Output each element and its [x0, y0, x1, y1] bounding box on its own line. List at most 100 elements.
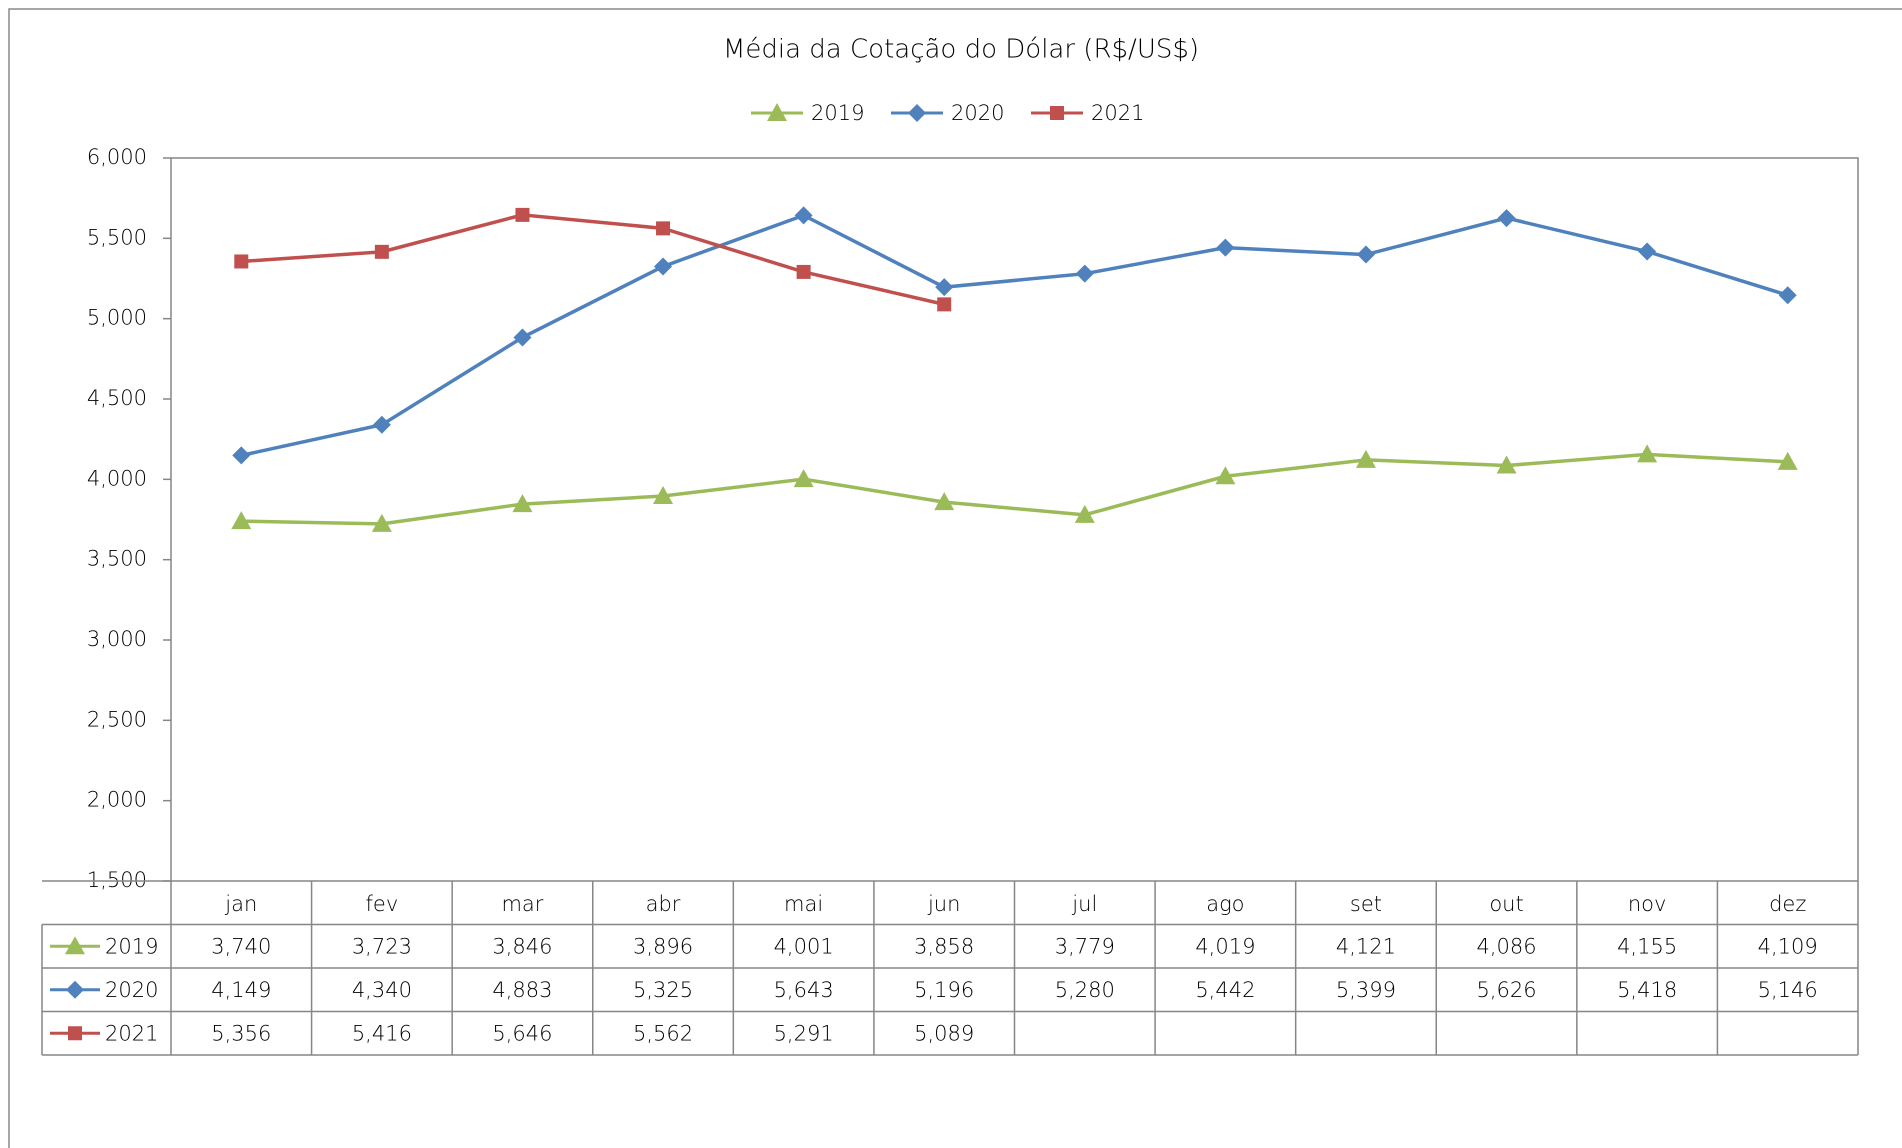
point	[371, 513, 392, 532]
legend-marker	[1050, 106, 1064, 120]
point	[935, 278, 954, 297]
x-tick-label: dez	[1769, 892, 1806, 916]
x-tick-label: set	[1350, 892, 1382, 916]
point	[1637, 444, 1658, 463]
table-value: 5,196	[914, 978, 974, 1002]
point	[1778, 286, 1797, 305]
point	[1777, 451, 1798, 470]
legend-label: 2020	[951, 101, 1004, 125]
point	[231, 511, 252, 530]
legend-marker	[908, 104, 926, 122]
table-row-label: 2021	[105, 1021, 158, 1045]
y-tick-label: 5,000	[87, 306, 147, 330]
table-value: 4,121	[1336, 934, 1396, 958]
table-value: 4,340	[352, 978, 412, 1002]
x-tick-label: jul	[1071, 892, 1097, 916]
x-tick-label: mai	[784, 892, 823, 916]
point	[794, 206, 813, 225]
series-line	[240, 213, 1789, 458]
table-value: 5,416	[352, 1021, 412, 1045]
table-value: 4,155	[1617, 934, 1677, 958]
point	[1356, 245, 1375, 264]
y-tick-label: 3,500	[87, 547, 147, 571]
point	[513, 328, 532, 347]
table-value: 5,325	[633, 978, 693, 1002]
table-value: 5,418	[1617, 978, 1677, 1002]
table-value: 5,291	[774, 1021, 834, 1045]
point	[653, 486, 674, 505]
point	[937, 297, 952, 312]
table-row-label: 2019	[105, 934, 158, 958]
legend-label: 2021	[1091, 101, 1144, 125]
table-row-label: 2020	[105, 978, 158, 1002]
point	[372, 415, 391, 434]
point	[654, 257, 673, 276]
y-tick-label: 2,500	[87, 707, 147, 731]
x-tick-label: fev	[366, 892, 399, 916]
point	[1075, 264, 1094, 283]
y-tick-label: 2,000	[87, 788, 147, 812]
table-value: 5,562	[633, 1021, 693, 1045]
table-value: 3,896	[633, 934, 693, 958]
table-key-marker	[66, 980, 84, 999]
table-value: 5,146	[1758, 978, 1818, 1002]
point	[1497, 209, 1516, 228]
table-value: 5,280	[1055, 978, 1115, 1002]
y-tick-label: 4,000	[87, 466, 147, 490]
point	[1355, 449, 1376, 468]
point	[234, 254, 249, 269]
table-value: 4,086	[1476, 934, 1536, 958]
table-value: 5,089	[914, 1021, 974, 1045]
table-value: 3,740	[211, 934, 271, 958]
point	[512, 494, 533, 513]
point	[1638, 242, 1657, 261]
table-value: 3,779	[1055, 934, 1115, 958]
point	[793, 469, 814, 488]
table-value: 5,646	[492, 1021, 552, 1045]
table-value: 4,019	[1195, 934, 1255, 958]
table-value: 3,846	[492, 934, 552, 958]
y-tick-label: 5,500	[87, 225, 147, 249]
table-value: 3,858	[914, 934, 974, 958]
table-value: 5,399	[1336, 978, 1396, 1002]
point	[232, 446, 251, 465]
table-value: 5,643	[774, 978, 834, 1002]
x-tick-label: mar	[501, 892, 543, 916]
chart-frame	[8, 8, 1902, 1148]
point	[796, 264, 811, 279]
point	[656, 221, 671, 236]
y-tick-label: 6,000	[87, 145, 147, 169]
table-value: 4,149	[211, 978, 271, 1002]
y-tick-label: 4,500	[87, 386, 147, 410]
point	[515, 207, 530, 222]
point	[1496, 455, 1517, 474]
x-tick-label: jun	[927, 892, 960, 916]
chart-title: Média da Cotação do Dólar (R$/US$)	[723, 35, 1199, 65]
point	[374, 244, 389, 259]
point	[934, 492, 955, 511]
y-tick-label: 3,000	[87, 627, 147, 651]
x-tick-label: jan	[224, 892, 257, 916]
series-line	[241, 452, 1788, 526]
legend-label: 2019	[811, 101, 864, 125]
point	[1215, 466, 1236, 485]
x-tick-label: ago	[1206, 892, 1244, 916]
table-key-marker	[65, 936, 85, 955]
table-value: 4,001	[774, 934, 834, 958]
table-value: 3,723	[352, 934, 412, 958]
x-tick-label: out	[1489, 892, 1523, 916]
table-value: 5,442	[1195, 978, 1255, 1002]
series-line	[241, 213, 945, 307]
table-value: 5,356	[211, 1021, 271, 1045]
x-tick-label: abr	[646, 892, 681, 916]
table-value: 4,109	[1758, 934, 1818, 958]
legend-marker	[767, 103, 787, 121]
point	[1216, 238, 1235, 257]
y-tick-label: 1,500	[87, 868, 147, 892]
table-key-marker	[68, 1026, 82, 1041]
table-value: 5,626	[1476, 978, 1536, 1002]
table-value: 4,883	[492, 978, 552, 1002]
x-tick-label: nov	[1628, 892, 1667, 916]
point	[1074, 504, 1095, 523]
